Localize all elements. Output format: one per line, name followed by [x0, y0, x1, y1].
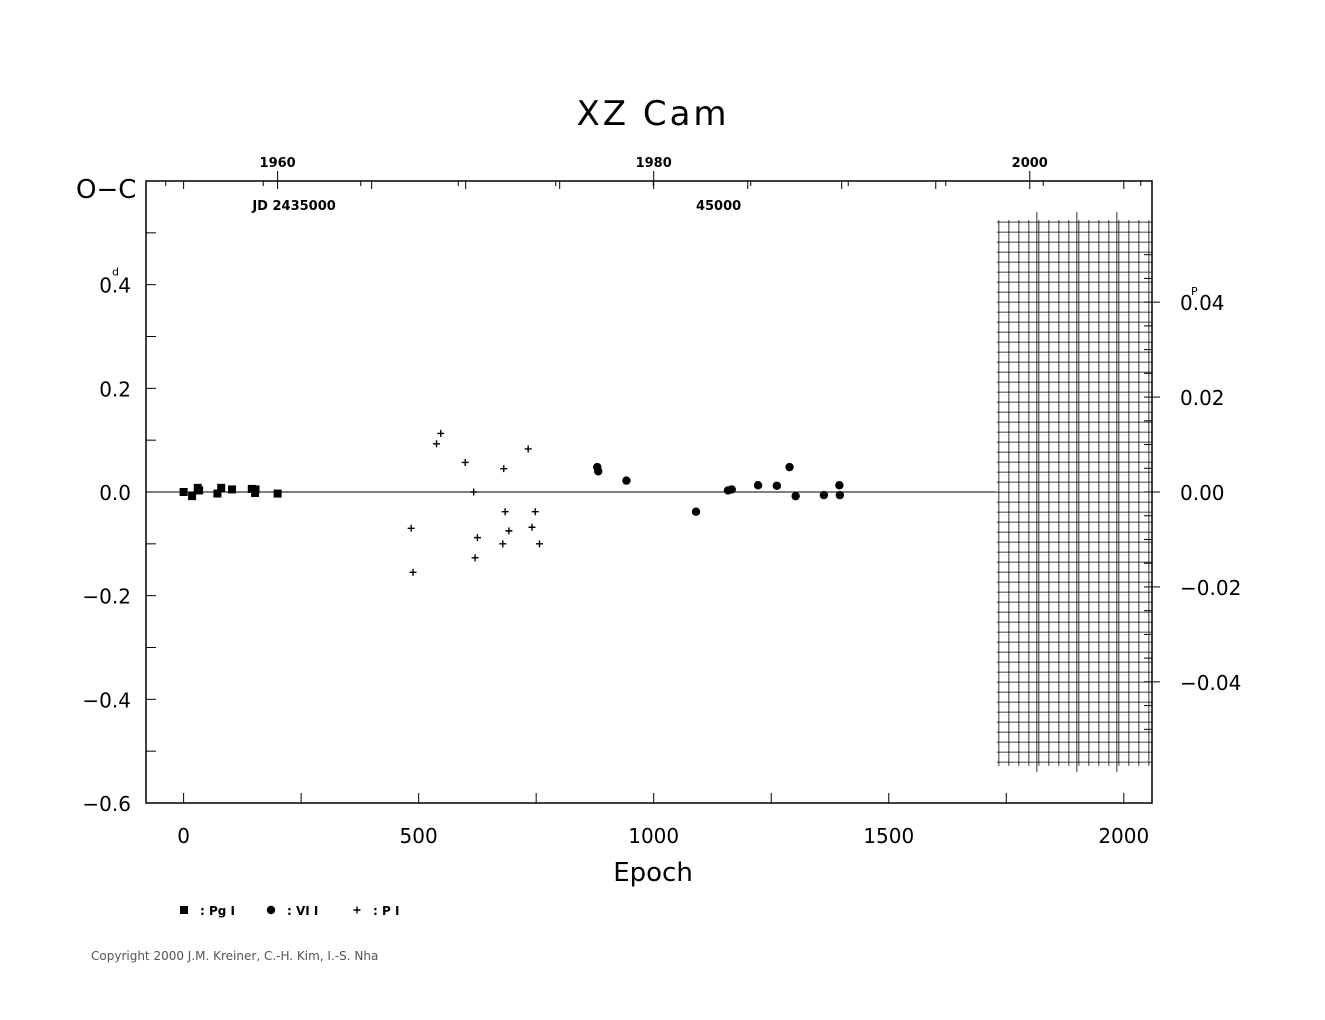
data-point-square: [273, 489, 282, 498]
left-tick-label: −0.6: [82, 792, 131, 816]
data-point-plus: [461, 458, 469, 466]
bottom-axis: 0 500 1000 1500 2000: [177, 793, 1149, 848]
right-tick-label: 0.04: [1180, 291, 1225, 315]
legend-label: : P I: [373, 904, 399, 918]
legend: : Pg I : VI I : P I: [180, 904, 399, 918]
left-tick-label: −0.4: [82, 688, 131, 712]
future-grid: [996, 212, 1152, 772]
top-year-label: 1960: [260, 156, 296, 171]
legend-marker-circle: [266, 905, 276, 915]
right-unit-mark: P: [1191, 285, 1198, 298]
left-tick-label: 0.0: [99, 481, 131, 505]
data-point-plus: [473, 534, 481, 542]
data-point-circle: [772, 481, 782, 490]
y-axis-label: O−C: [76, 175, 136, 205]
data-point-circle: [791, 491, 800, 501]
chart-title: XZ Cam: [576, 94, 729, 134]
legend-marker-square: [180, 906, 188, 914]
left-tick-label: −0.2: [82, 585, 131, 609]
legend-label: : VI I: [287, 904, 318, 918]
data-point-circle: [819, 490, 829, 500]
data-point-plus: [535, 540, 543, 548]
right-tick-label: 0.02: [1180, 386, 1225, 410]
data-point-circle: [594, 467, 603, 476]
data-point-circle: [727, 485, 736, 494]
data-point-plus: [433, 440, 441, 448]
data-point-circle: [753, 481, 763, 490]
data-point-square: [217, 483, 226, 492]
data-point-plus: [407, 524, 415, 532]
top-jd-label: JD 2435000: [251, 199, 335, 214]
data-point-square: [228, 485, 237, 494]
data-point-plus: [409, 568, 417, 576]
data-point-square: [213, 489, 222, 498]
data-point-plus: [470, 488, 478, 496]
data-point-circle: [622, 476, 631, 485]
right-tick-label: −0.04: [1180, 671, 1241, 695]
bottom-tick-label: 1000: [628, 824, 679, 848]
top-jd-label: 45000: [696, 199, 741, 214]
bottom-tick-label: 500: [400, 824, 438, 848]
data-point-square: [251, 489, 260, 498]
data-point-plus: [501, 508, 509, 516]
data-point-square: [188, 492, 197, 501]
left-tick-label: 0.2: [99, 377, 131, 401]
bottom-tick-label: 2000: [1098, 824, 1149, 848]
data-point-circle: [691, 507, 701, 516]
legend-label: : Pg I: [200, 904, 235, 918]
right-tick-label: 0.00: [1180, 481, 1225, 505]
data-point-plus: [500, 465, 508, 473]
right-tick-label: −0.02: [1180, 576, 1241, 600]
legend-marker-plus: [353, 906, 361, 914]
data-point-plus: [437, 429, 445, 437]
data-point-plus: [505, 527, 513, 535]
data-point-plus: [471, 554, 479, 562]
bottom-tick-label: 0: [177, 824, 190, 848]
copyright-notice: Copyright 2000 J.M. Kreiner, C.-H. Kim, …: [91, 949, 379, 963]
data-point-plus: [531, 508, 539, 516]
left-axis: 0.4 0.2 0.0 −0.2 −0.4 −0.6 d: [82, 180, 156, 816]
data-point-square: [179, 488, 188, 496]
top-year-label: 1980: [636, 156, 672, 171]
top-axis: 1960 1980 2000 JD 2435000 45000: [165, 156, 1142, 214]
data-point-plus: [528, 523, 536, 531]
data-point-square: [195, 486, 204, 495]
data-point-circle: [835, 490, 845, 500]
data-point-plus: [499, 540, 507, 548]
x-axis-label: Epoch: [613, 858, 693, 888]
top-year-label: 2000: [1012, 156, 1048, 171]
data-points: [179, 429, 845, 576]
left-unit-mark: d: [112, 266, 119, 279]
bottom-tick-label: 1500: [863, 824, 914, 848]
right-axis: 0.04 0.02 0.00 −0.02 −0.04 P: [1144, 254, 1241, 730]
data-point-circle: [785, 462, 794, 472]
data-point-plus: [524, 445, 532, 453]
left-tick-label: 0.4: [99, 274, 131, 298]
data-point-circle: [835, 481, 844, 490]
